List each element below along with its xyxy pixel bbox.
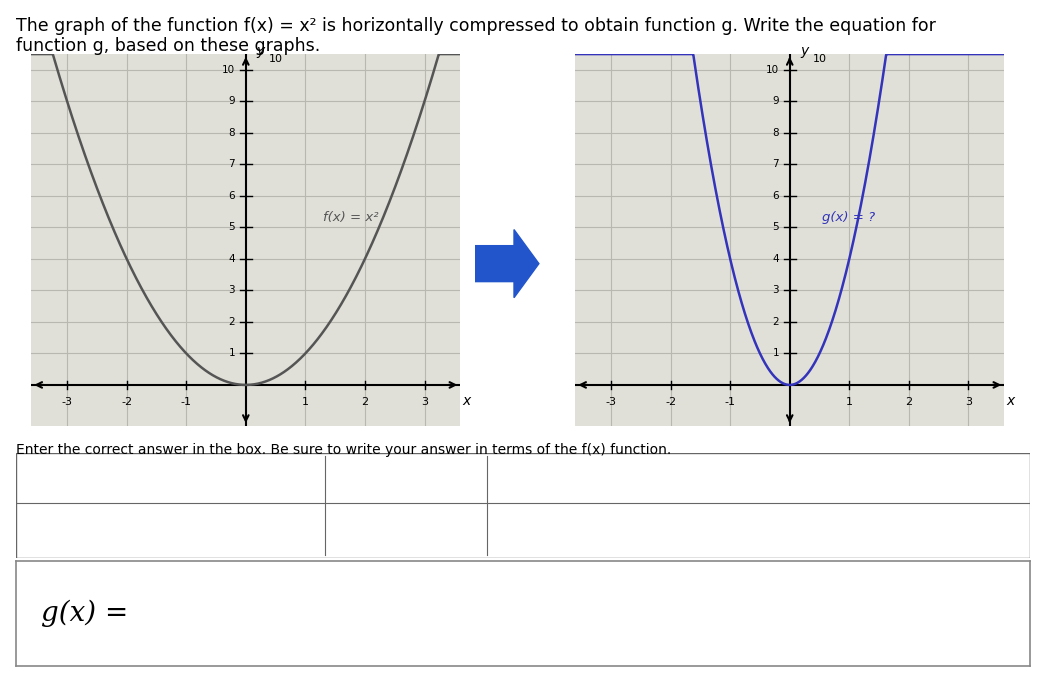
Text: β: β xyxy=(412,473,419,485)
Text: ρ: ρ xyxy=(412,523,419,535)
Text: 3: 3 xyxy=(420,397,428,407)
Text: y: y xyxy=(256,44,265,58)
Text: a: a xyxy=(848,524,855,534)
Text: ·: · xyxy=(141,524,144,534)
Text: ≥: ≥ xyxy=(316,524,324,534)
Text: ln: ln xyxy=(727,524,736,534)
Text: ≈: ≈ xyxy=(887,524,895,534)
Text: Δ: Δ xyxy=(927,474,934,484)
Text: n: n xyxy=(968,474,974,484)
Text: log: log xyxy=(644,524,660,534)
Text: 9: 9 xyxy=(228,97,235,106)
Text: d°: d° xyxy=(243,474,255,484)
Text: sin: sin xyxy=(525,474,541,484)
Text: 7: 7 xyxy=(772,160,779,170)
Text: 5: 5 xyxy=(228,222,235,233)
Text: sin⁻¹: sin⁻¹ xyxy=(640,474,664,484)
Text: aₙ: aₙ xyxy=(101,524,113,534)
Text: [□]: [□] xyxy=(1001,524,1020,534)
Text: θ: θ xyxy=(477,473,484,485)
Text: 1: 1 xyxy=(846,397,852,407)
Text: g(x) =: g(x) = xyxy=(41,600,129,627)
Text: ½: ½ xyxy=(30,474,42,484)
Text: 7: 7 xyxy=(228,160,235,170)
Text: -3: -3 xyxy=(62,397,72,407)
Text: -2: -2 xyxy=(665,397,676,407)
Text: cot: cot xyxy=(605,524,620,534)
Text: 1: 1 xyxy=(772,348,779,358)
Text: sec: sec xyxy=(564,524,582,534)
Text: 10: 10 xyxy=(269,54,282,64)
Text: λ: λ xyxy=(347,523,354,535)
Text: 10: 10 xyxy=(766,65,779,75)
Text: 1: 1 xyxy=(302,397,309,407)
Text: |o|: |o| xyxy=(172,474,185,485)
Text: 6: 6 xyxy=(228,191,235,201)
Text: a: a xyxy=(380,473,387,485)
Text: 10: 10 xyxy=(222,65,235,75)
Text: φ: φ xyxy=(445,523,452,535)
Text: ≤: ≤ xyxy=(280,524,290,534)
Text: ×: × xyxy=(174,524,183,534)
Text: ∠: ∠ xyxy=(886,474,895,484)
Text: 3: 3 xyxy=(228,285,235,295)
Text: g(x) = ?: g(x) = ? xyxy=(822,211,876,224)
Text: >: > xyxy=(245,524,254,534)
Text: =: = xyxy=(416,473,427,485)
Text: μ: μ xyxy=(380,523,387,535)
Text: <: < xyxy=(209,524,219,534)
Text: U: U xyxy=(967,524,975,534)
Text: −: − xyxy=(365,473,377,485)
Text: ||: || xyxy=(768,524,775,534)
Text: Σ: Σ xyxy=(1007,474,1014,484)
Text: 2: 2 xyxy=(361,397,368,407)
Text: logₙ: logₙ xyxy=(682,524,702,534)
Text: tan: tan xyxy=(604,474,621,484)
Text: ⊥: ⊥ xyxy=(806,524,816,534)
Text: π: π xyxy=(347,473,355,485)
Text: -2: -2 xyxy=(121,397,132,407)
FancyArrow shape xyxy=(475,230,539,297)
Text: 2: 2 xyxy=(228,317,235,327)
Text: f(x) = x²: f(x) = x² xyxy=(323,211,379,224)
Text: 3: 3 xyxy=(964,397,972,407)
Text: ̅a: ̅a xyxy=(769,474,775,484)
Text: 1: 1 xyxy=(228,348,235,358)
Text: Enter the correct answer in the box. Be sure to write your answer in terms of th: Enter the correct answer in the box. Be … xyxy=(16,443,670,457)
Text: x: x xyxy=(462,393,471,408)
Text: +: + xyxy=(315,473,325,485)
Text: 8: 8 xyxy=(228,128,235,138)
Text: csc: csc xyxy=(524,524,541,534)
Text: tan⁻¹: tan⁻¹ xyxy=(719,474,745,484)
Text: √□: √□ xyxy=(63,523,81,534)
Text: 8: 8 xyxy=(772,128,779,138)
Text: y: y xyxy=(800,44,809,58)
Text: (o): (o) xyxy=(99,474,115,484)
Text: x: x xyxy=(1006,393,1015,408)
Text: cos: cos xyxy=(564,474,582,484)
Text: 5: 5 xyxy=(772,222,779,233)
Text: -1: -1 xyxy=(725,397,735,407)
Text: 4: 4 xyxy=(772,254,779,264)
Text: 3: 3 xyxy=(772,285,779,295)
Text: →: → xyxy=(808,474,816,484)
Text: -3: -3 xyxy=(606,397,616,407)
Text: √□: √□ xyxy=(27,523,45,534)
Text: The graph of the function f(x) = x² is horizontally compressed to obtain functio: The graph of the function f(x) = x² is h… xyxy=(16,17,935,35)
Text: •: • xyxy=(928,524,934,534)
Text: function g, based on these graphs.: function g, based on these graphs. xyxy=(16,37,320,55)
Text: -1: -1 xyxy=(181,397,191,407)
Text: cos⁻¹: cos⁻¹ xyxy=(678,474,706,484)
Text: ↗: ↗ xyxy=(847,474,856,484)
Text: 2: 2 xyxy=(772,317,779,327)
Text: 10: 10 xyxy=(813,54,826,64)
Text: 6: 6 xyxy=(772,191,779,201)
Text: 9: 9 xyxy=(772,97,779,106)
Text: 2: 2 xyxy=(905,397,912,407)
Text: ε: ε xyxy=(445,473,451,485)
Text: 4: 4 xyxy=(228,254,235,264)
